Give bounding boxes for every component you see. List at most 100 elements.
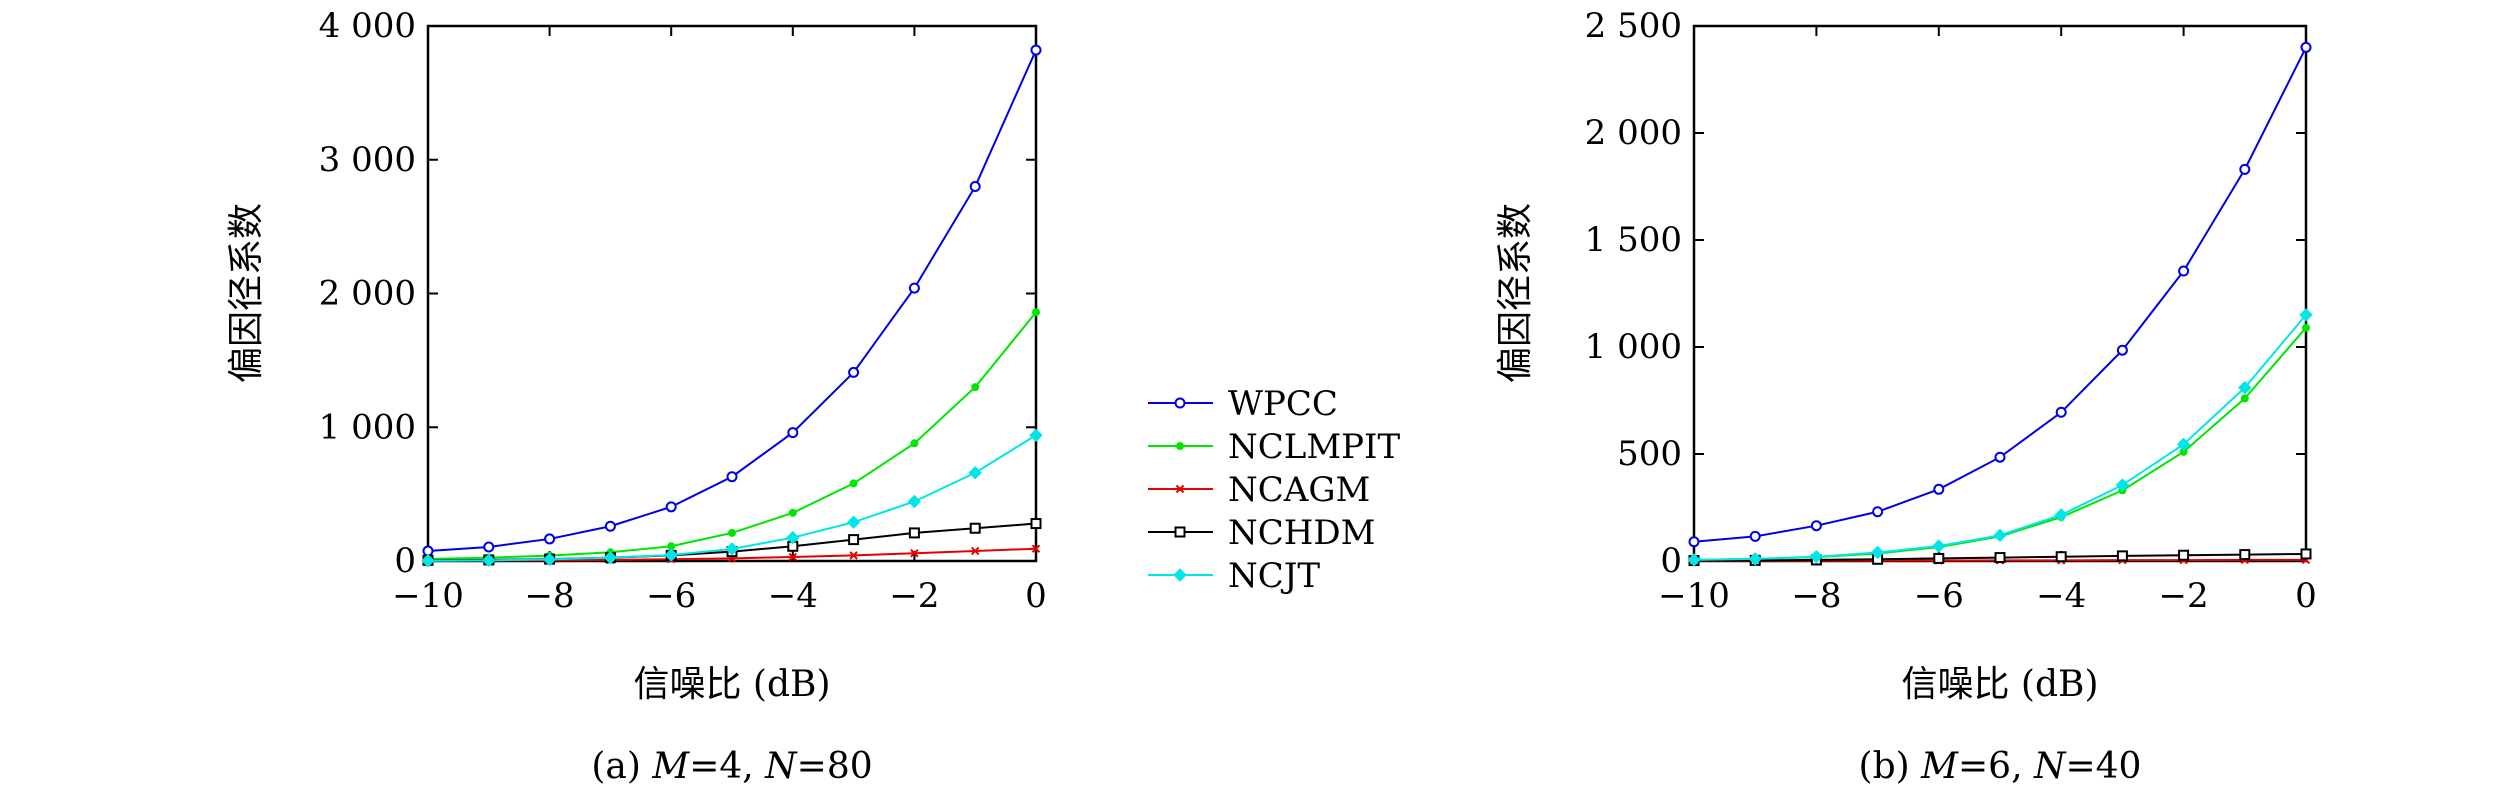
legend-marker-ncjt (1173, 568, 1187, 582)
data-point-ncjt (1687, 553, 1701, 567)
series-ncjt (1687, 308, 2313, 567)
data-point-ncagm (910, 549, 919, 558)
y-tick-label: 3 000 (319, 140, 416, 180)
data-point-wpcc (908, 282, 920, 294)
y-ticks-a: 0 1 000 2 000 3 000 4 000 (319, 6, 1036, 581)
y-axis-label-a: 偏因径系数 (226, 203, 267, 383)
legend-label-nchdm: NCHDM (1228, 513, 1376, 553)
data-point-wpcc (604, 520, 616, 532)
series-wpcc (422, 44, 1042, 557)
x-tick-label: −2 (889, 576, 939, 616)
data-point-wpcc (2300, 41, 2312, 53)
series-wpcc (1688, 41, 2312, 548)
data-point-wpcc (726, 471, 738, 483)
series-group-b (1687, 41, 2313, 567)
y-tick-label: 1 000 (1585, 327, 1682, 367)
x-axis-label-b: 信噪比 (dB) (1901, 664, 2098, 705)
caption-a-n-val: =80 (797, 746, 873, 787)
legend-item-nclmpit: NCLMPIT (1148, 427, 1400, 467)
legend-marker-nclmpit (1176, 442, 1184, 450)
data-point-wpcc (1030, 44, 1042, 56)
data-point-ncjt (2054, 508, 2068, 522)
data-point-ncjt (603, 550, 618, 565)
x-tick-label: −4 (2036, 576, 2086, 616)
data-point-nchdm (848, 534, 860, 546)
caption-a-n-var: N (764, 746, 798, 787)
data-point-wpcc (1688, 536, 1700, 548)
data-point-ncjt (1993, 528, 2007, 543)
chart-a: 0 1 000 2 000 3 000 4 000 −10 −8 −6 −4 −2 0 偏因径系数… (226, 6, 1047, 787)
data-point-nchdm (908, 527, 920, 539)
plot-frame-b (1692, 24, 2308, 563)
data-point-ncjt (542, 552, 557, 567)
data-point-nchdm (2116, 550, 2128, 562)
data-point-wpcc (2116, 344, 2128, 356)
data-point-nclmpit (728, 528, 736, 537)
series-line-nclmpit (1693, 327, 2307, 561)
legend-item-nchdm: NCHDM (1148, 513, 1376, 553)
series-line-wpcc (1693, 46, 2307, 543)
y-tick-label: 4 000 (319, 6, 416, 46)
legend-item-wpcc: WPCC (1148, 384, 1338, 424)
y-tick-label: 0 (394, 541, 416, 581)
data-point-nclmpit (2240, 394, 2249, 403)
data-point-wpcc (848, 366, 860, 378)
data-point-ncjt (1809, 550, 1824, 564)
data-point-wpcc (1810, 520, 1822, 532)
y-tick-label: 1 500 (1585, 220, 1682, 260)
y-tick-label: 500 (1617, 434, 1682, 474)
data-point-wpcc (969, 181, 981, 192)
data-point-ncjt (664, 548, 678, 562)
series-ncjt (421, 428, 1043, 568)
series-nclmpit (424, 308, 1040, 563)
data-point-wpcc (2239, 163, 2251, 175)
caption-a-prefix: (a) (591, 746, 652, 787)
x-tick-label: 0 (1025, 576, 1047, 616)
data-point-ncjt (2176, 437, 2191, 452)
legend-marker-ncagm (1175, 484, 1185, 494)
series-nclmpit (1690, 323, 2310, 564)
data-point-wpcc (787, 427, 799, 439)
data-point-wpcc (2178, 265, 2190, 277)
data-point-ncjt (1870, 545, 1885, 560)
x-tick-label: −6 (646, 576, 696, 616)
data-point-nchdm (1933, 552, 1945, 564)
caption-b-prefix: (b) (1859, 746, 1922, 787)
caption-b-m-var: M (1920, 746, 1959, 787)
data-point-ncjt (1029, 428, 1043, 442)
legend-label-ncagm: NCAGM (1228, 470, 1370, 510)
y-tick-label: 2 500 (1585, 6, 1682, 46)
data-point-ncjt (421, 554, 435, 568)
caption-b: (b) M=6, N=40 (1859, 746, 2142, 787)
data-point-wpcc (483, 541, 495, 553)
data-point-wpcc (1994, 451, 2006, 463)
caption-b-m-val: =6, (1958, 746, 2034, 787)
y-ticks-b: 0 500 1 000 1 500 2 000 2 500 (1585, 6, 2306, 581)
data-point-wpcc (2055, 406, 2067, 418)
x-tick-label: −2 (2159, 576, 2209, 616)
data-point-ncjt (2115, 478, 2130, 492)
data-point-ncjt (846, 515, 861, 529)
data-point-nchdm (2239, 549, 2251, 561)
data-point-nchdm (969, 522, 981, 534)
data-point-ncjt (1748, 552, 1762, 566)
legend-label-wpcc: WPCC (1228, 384, 1338, 424)
legend-label-ncjt: NCJT (1228, 556, 1320, 596)
x-tick-label: −8 (525, 576, 575, 616)
data-point-ncagm (788, 552, 798, 562)
data-point-wpcc (665, 501, 677, 513)
data-point-wpcc (1933, 483, 1945, 495)
series-line-ncjt (1693, 314, 2307, 561)
x-tick-label: −10 (392, 576, 464, 616)
data-point-nchdm (2300, 548, 2312, 560)
data-point-ncjt (2238, 380, 2252, 395)
data-point-nchdm (2055, 551, 2067, 563)
y-tick-label: 0 (1660, 541, 1682, 581)
x-axis-label-a: 信噪比 (dB) (633, 664, 830, 705)
caption-a: (a) M=4, N=80 (591, 746, 872, 787)
data-point-nclmpit (1032, 308, 1040, 317)
data-point-ncjt (725, 542, 739, 556)
x-ticks-b: −10 −8 −6 −4 −2 0 (1658, 26, 2317, 616)
data-point-wpcc (544, 533, 556, 545)
